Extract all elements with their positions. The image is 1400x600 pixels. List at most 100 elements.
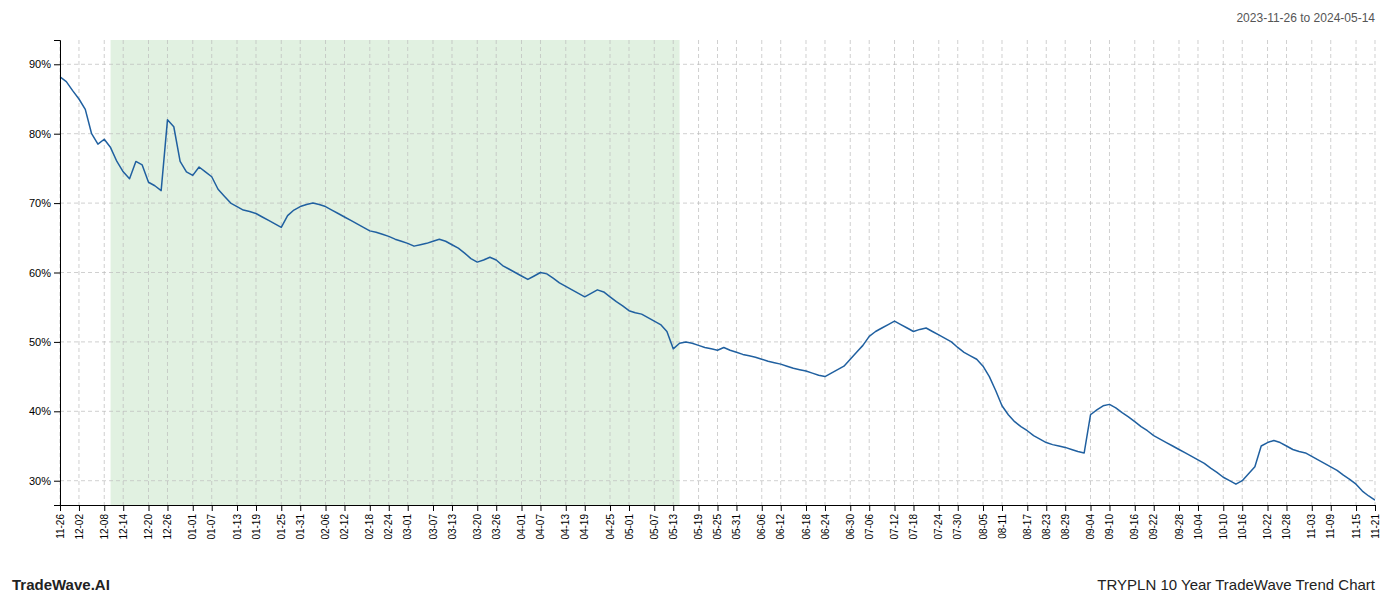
x-tick: 11-21 (1370, 505, 1381, 539)
x-tick: 12-20 (143, 505, 154, 540)
grid-line-x (1109, 40, 1110, 505)
y-tick-label: 90% (29, 58, 51, 70)
grid-line-x (957, 40, 958, 505)
grid-line-x (281, 40, 282, 505)
x-tick-mark (522, 505, 523, 511)
x-tick-label: 02-18 (364, 514, 375, 540)
x-tick-mark (540, 505, 541, 511)
x-tick-label: 09-22 (1148, 514, 1159, 540)
x-tick: 07-12 (889, 505, 900, 540)
x-tick-label: 05-25 (712, 514, 723, 540)
x-tick-mark (718, 505, 719, 511)
x-tick-label: 09-28 (1174, 514, 1185, 540)
y-tick-mark (54, 342, 60, 343)
x-tick-label: 03-20 (472, 514, 483, 540)
chart: 11-2612-0212-0812-1412-2012-2601-0101-07… (0, 0, 1400, 600)
x-tick: 10-16 (1237, 505, 1248, 540)
x-tick-label: 04-07 (535, 514, 546, 540)
x-tick-mark (1312, 505, 1313, 511)
x-tick-label: 04-01 (516, 514, 527, 540)
x-tick: 05-31 (731, 505, 742, 540)
x-tick: 02-18 (364, 505, 375, 540)
x-tick-mark (673, 505, 674, 511)
grid-line-x (148, 40, 149, 505)
x-tick-label: 06-12 (775, 514, 786, 540)
x-tick-label: 07-12 (889, 514, 900, 540)
x-tick-mark (452, 505, 453, 511)
grid-line-x (407, 40, 408, 505)
x-tick-label: 01-19 (251, 514, 262, 540)
x-tick-mark (806, 505, 807, 511)
x-tick: 06-06 (756, 505, 767, 540)
x-tick: 04-19 (579, 505, 590, 540)
x-tick: 06-18 (801, 505, 812, 540)
y-axis-line (54, 41, 61, 506)
y-tick: 30% (29, 475, 60, 487)
x-tick-label: 12-14 (118, 514, 129, 540)
x-tick-mark (167, 505, 168, 511)
grid-line-x (761, 40, 762, 505)
x-tick: 04-07 (535, 505, 546, 540)
grid-line-x (451, 40, 452, 505)
x-tick-label: 06-30 (845, 514, 856, 540)
grid-line-x (654, 40, 655, 505)
grid-line-x (717, 40, 718, 505)
x-tick-label: 08-17 (1022, 514, 1033, 540)
grid-line-x (1223, 40, 1224, 505)
x-tick-label: 02-12 (339, 514, 350, 540)
grid-line-x (565, 40, 566, 505)
x-tick-label: 10-22 (1262, 514, 1273, 540)
x-tick: 09-04 (1085, 505, 1096, 540)
x-tick-label: 03-07 (428, 514, 439, 540)
x-tick-label: 10-10 (1218, 514, 1229, 540)
x-tick-label: 02-24 (383, 514, 394, 540)
x-tick-mark (913, 505, 914, 511)
x-tick: 12-26 (162, 505, 173, 540)
grid-line-x (869, 40, 870, 505)
x-tick: 03-20 (472, 505, 483, 540)
y-tick-mark (54, 203, 60, 204)
y-tick-label: 40% (29, 405, 51, 417)
y-tick-label: 80% (29, 128, 51, 140)
x-tick: 02-06 (320, 505, 331, 540)
x-tick: 08-11 (997, 505, 1008, 539)
x-tick-label: 11-15 (1351, 514, 1362, 539)
x-tick-mark (370, 505, 371, 511)
x-tick-label: 01-25 (276, 514, 287, 540)
x-tick-mark (1268, 505, 1269, 511)
x-tick-label: 05-01 (624, 514, 635, 540)
y-tick-label: 30% (29, 475, 51, 487)
x-tick-mark (1356, 505, 1357, 511)
x-tick: 06-12 (775, 505, 786, 540)
grid-line-x (938, 40, 939, 505)
x-tick-label: 06-06 (756, 514, 767, 540)
x-tick-mark (850, 505, 851, 511)
y-tick: 90% (29, 58, 60, 70)
x-tick-mark (610, 505, 611, 511)
x-tick-label: 12-20 (143, 514, 154, 540)
x-tick-mark (237, 505, 238, 511)
x-tick: 07-30 (952, 505, 963, 540)
x-tick: 05-01 (624, 505, 635, 540)
plot: 11-2612-0212-0812-1412-2012-2601-0101-07… (29, 40, 1381, 540)
x-tick: 01-13 (232, 505, 243, 540)
title: 2023-11-26 to 2024-05-14 (1236, 11, 1375, 25)
x-tick: 09-22 (1148, 505, 1159, 540)
grid-line-x (824, 40, 825, 505)
footer-left: TradeWave.AI (12, 576, 110, 593)
x-tick-mark (1375, 505, 1376, 511)
x-tick-label: 08-29 (1060, 514, 1071, 540)
x-tick-mark (149, 505, 150, 511)
grid-line-x (496, 40, 497, 505)
x-tick-mark (123, 505, 124, 511)
x-tick-mark (699, 505, 700, 511)
x-tick-mark (895, 505, 896, 511)
y-tick-mark (54, 64, 60, 65)
x-tick: 10-04 (1193, 505, 1204, 540)
x-tick-mark (629, 505, 630, 511)
x-tick-label: 08-23 (1041, 514, 1052, 540)
grid-line-x (300, 40, 301, 505)
grid-line-x (1027, 40, 1028, 505)
x-tick-mark (193, 505, 194, 511)
x-tick-mark (1223, 505, 1224, 511)
